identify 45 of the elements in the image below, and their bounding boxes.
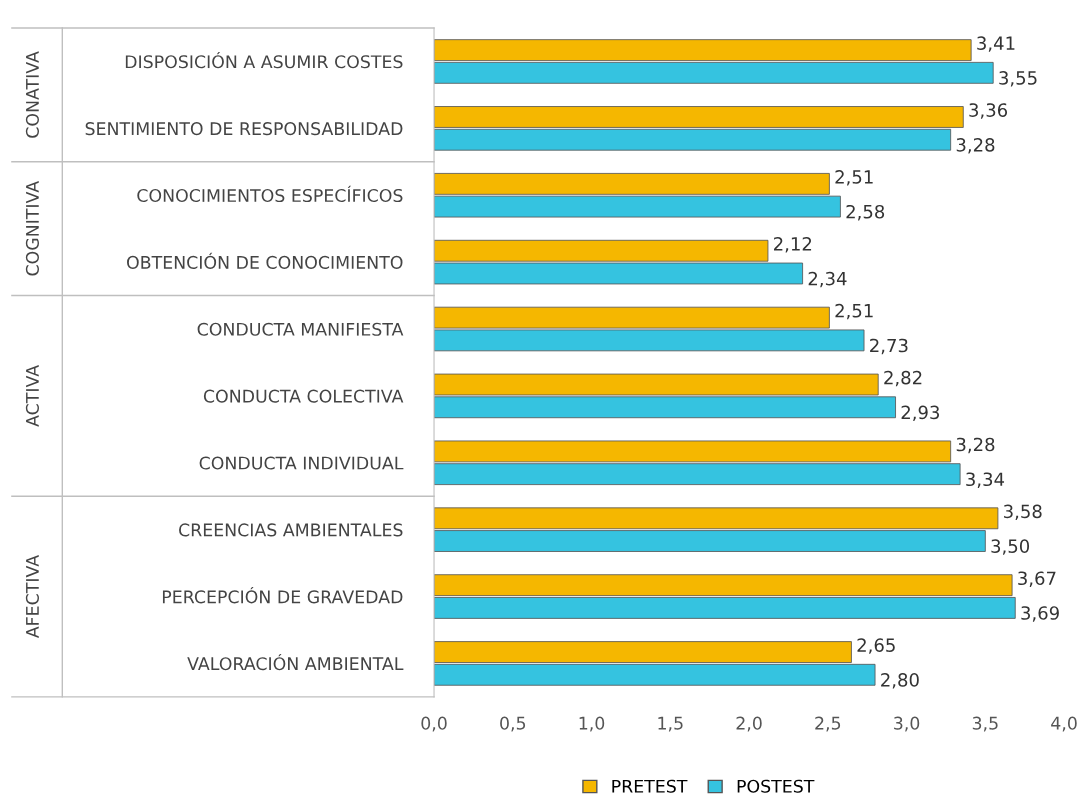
y-tick-label: DISPOSICIÓN A ASUMIR COSTES [125,52,403,69]
text: ACTIVA [25,365,39,427]
data-label: 3,41 [977,36,1015,52]
x-tick-label: 3,5 [972,716,998,732]
data-label: 2,51 [835,303,873,320]
data-label: 3,55 [999,71,1037,87]
data-label: 3,36 [969,103,1008,119]
data-label: 3,69 [1021,606,1059,622]
data-label: 2,58 [846,204,885,221]
y-tick-label: SENTIMIENTO DE RESPONSABILIDAD [85,122,403,136]
text: COGNITIVA [25,180,39,276]
data-label: 3,67 [1018,571,1056,587]
x-tick-label: 1,5 [658,716,683,732]
data-label: 3,58 [1004,504,1042,521]
x-tick-label: 3,0 [894,716,920,732]
data-label: 2,82 [884,370,922,387]
y-tick-label: CONDUCTA INDIVIDUAL [199,456,404,470]
y-tick-label: PERCEPCIÓN DE GRAVEDAD [162,587,403,604]
data-label: 3,34 [966,472,1005,488]
y-tick-label: VALORACIÓN AMBIENTAL [187,653,404,671]
data-label: 2,93 [901,405,940,422]
x-tick-label: 4,0 [1051,716,1077,732]
data-label: 3,28 [956,138,995,154]
y-tick-label: CONOCIMIENTOS ESPECÍFICOS [137,185,403,203]
x-tick-label: 0,0 [421,716,447,732]
x-tick-label: 2,5 [815,716,841,732]
legend-label: PRETEST [612,779,688,793]
text: AFECTIVA [25,555,39,639]
y-tick-label: CONDUCTA COLECTIVA [203,389,404,403]
data-label: 3,28 [956,437,995,454]
data-label: 2,65 [857,638,895,654]
x-tick-label: 1,0 [579,716,605,732]
x-tick-label: 0,5 [500,716,526,732]
data-label: 3,50 [991,539,1030,555]
data-label: 2,12 [774,236,812,253]
y-tick-label: CREENCIAS AMBIENTALES [179,523,403,537]
y-tick-label: CONDUCTA MANIFIESTA [197,322,404,336]
y-tick-label: OBTENCIÓN DE CONOCIMIENTO [127,252,403,269]
data-label: 2,51 [835,170,873,186]
legend-label: POSTEST [737,779,815,793]
data-label: 2,73 [870,338,908,355]
data-label: 2,34 [808,271,847,288]
data-label: 2,80 [881,673,919,689]
x-tick-label: 2,0 [736,716,762,732]
text: CONATIVA [25,51,39,138]
